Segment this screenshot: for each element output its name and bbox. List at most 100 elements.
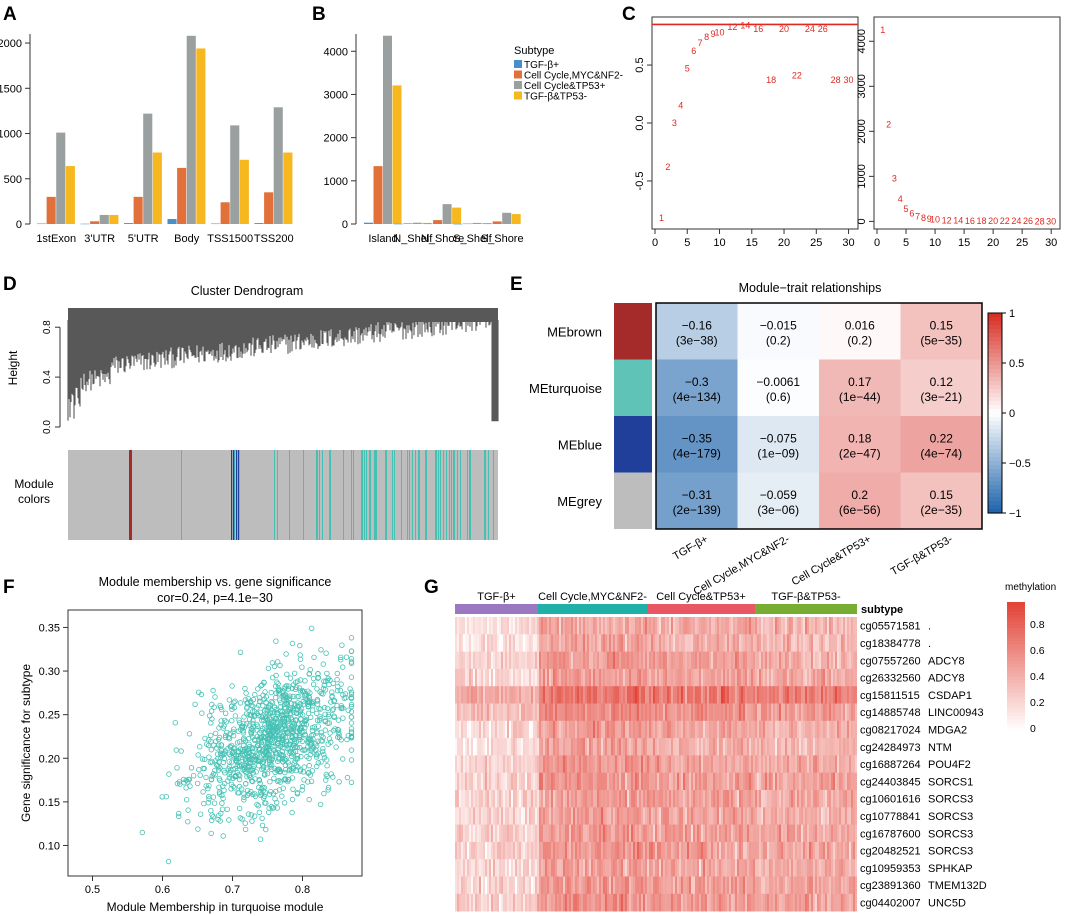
heatmap-cell (563, 859, 565, 877)
subtype-label: Cell Cycle,MYC&NF2- (538, 591, 647, 603)
heatmap-cell (629, 651, 631, 670)
heatmap-cell (809, 668, 811, 687)
heatmap-cell (687, 841, 689, 860)
scatter-point (221, 780, 228, 787)
heatmap-cell (711, 824, 713, 843)
heatmap-cell (669, 893, 671, 912)
heatmap-cell (787, 859, 789, 877)
heatmap-cell (625, 668, 627, 687)
heatmap-cell (521, 790, 523, 808)
heatmap-cell (719, 876, 721, 895)
heatmap-cell (849, 720, 851, 739)
heatmap-cell (549, 703, 551, 722)
heatmap-cell (851, 790, 853, 808)
module-stripe-turquoise (385, 450, 386, 540)
heatmap-cell (769, 859, 771, 877)
cell-pvalue: (2e−47) (839, 446, 881, 460)
scatter-point (289, 685, 295, 691)
legend-swatch (514, 91, 522, 100)
heatmap-cell (825, 772, 827, 791)
heatmap-cell (831, 720, 833, 739)
heatmap-cell (609, 790, 611, 808)
heatmap-cell (793, 755, 795, 774)
scatter-point (275, 756, 282, 762)
heatmap-cell (503, 686, 505, 704)
heatmap-cell (695, 772, 697, 791)
heatmap-cell (807, 876, 809, 895)
heatmap-cell (705, 755, 707, 774)
heatmap-cell (541, 720, 543, 739)
heatmap-cell (727, 790, 729, 808)
heatmap-cell (729, 738, 731, 756)
heatmap-cell (529, 686, 531, 704)
heatmap-cell (795, 703, 797, 722)
heatmap-cell (639, 617, 641, 635)
heatmap-cell (617, 772, 619, 791)
heatmap-cell (611, 617, 613, 635)
heatmap-cell (809, 876, 811, 895)
heatmap-cell (531, 807, 533, 825)
heatmap-cell (607, 738, 609, 756)
heatmap-cell (697, 634, 699, 652)
heatmap-cell (517, 686, 519, 704)
heatmap-cell (787, 755, 789, 774)
heatmap-cell (597, 893, 599, 912)
heatmap-cell (613, 738, 615, 756)
heatmap-cell (607, 617, 609, 635)
heatmap-cell (557, 668, 559, 687)
heatmap-cell (845, 859, 847, 877)
heatmap-cell (515, 755, 517, 774)
heatmap-cell (851, 807, 853, 825)
scatter-point (201, 765, 207, 772)
scatter-point (289, 640, 296, 647)
heatmap-cell (477, 876, 479, 895)
heatmap-cell (527, 790, 529, 808)
heatmap-cell (649, 720, 651, 739)
heatmap-cell (643, 841, 645, 860)
module-stripe-turquoise (374, 450, 375, 540)
heatmap-cell (569, 876, 571, 895)
heatmap-cell (801, 686, 803, 704)
heatmap-cell (697, 617, 699, 635)
scatter-point (243, 711, 250, 717)
scatter-point (234, 763, 240, 770)
heatmap-cell (707, 651, 709, 670)
heatmap-cell (523, 841, 525, 860)
heatmap-cell (645, 686, 647, 704)
heatmap-cell (853, 755, 855, 774)
scatter-point (302, 695, 308, 702)
heatmap-cell (725, 790, 727, 808)
heatmap-cell (783, 772, 785, 791)
module-stripe-blue (236, 450, 238, 540)
heatmap-cell (755, 703, 757, 722)
heatmap-cell (635, 703, 637, 722)
heatmap-cell (511, 859, 513, 877)
heatmap-cell (549, 755, 551, 774)
heatmap-cell (713, 738, 715, 756)
module-stripe-turquoise (330, 450, 331, 540)
heatmap-cell (509, 651, 511, 670)
heatmap-cell (695, 790, 697, 808)
heatmap-cell (621, 807, 623, 825)
scatter-point (333, 744, 339, 750)
heatmap-cell (505, 859, 507, 877)
scatter-point (336, 729, 342, 735)
heatmap-cell (697, 876, 699, 895)
heatmap-cell (743, 703, 745, 722)
scatter-point (224, 806, 230, 812)
heatmap-cell (775, 790, 777, 808)
heatmap-cell (769, 807, 771, 825)
heatmap-cell (611, 893, 613, 912)
heatmap-cell (837, 790, 839, 808)
heatmap-cell (769, 893, 771, 912)
heatmap-cell (815, 617, 817, 635)
heatmap-cell (591, 807, 593, 825)
heatmap-cell (595, 720, 597, 739)
heatmap-cell (513, 651, 515, 670)
heatmap-cell (781, 893, 783, 912)
heatmap-cell (611, 634, 613, 652)
heatmap-cell (693, 738, 695, 756)
heatmap-cell (631, 720, 633, 739)
heatmap-cell (725, 772, 727, 791)
scatter-point (283, 700, 289, 706)
